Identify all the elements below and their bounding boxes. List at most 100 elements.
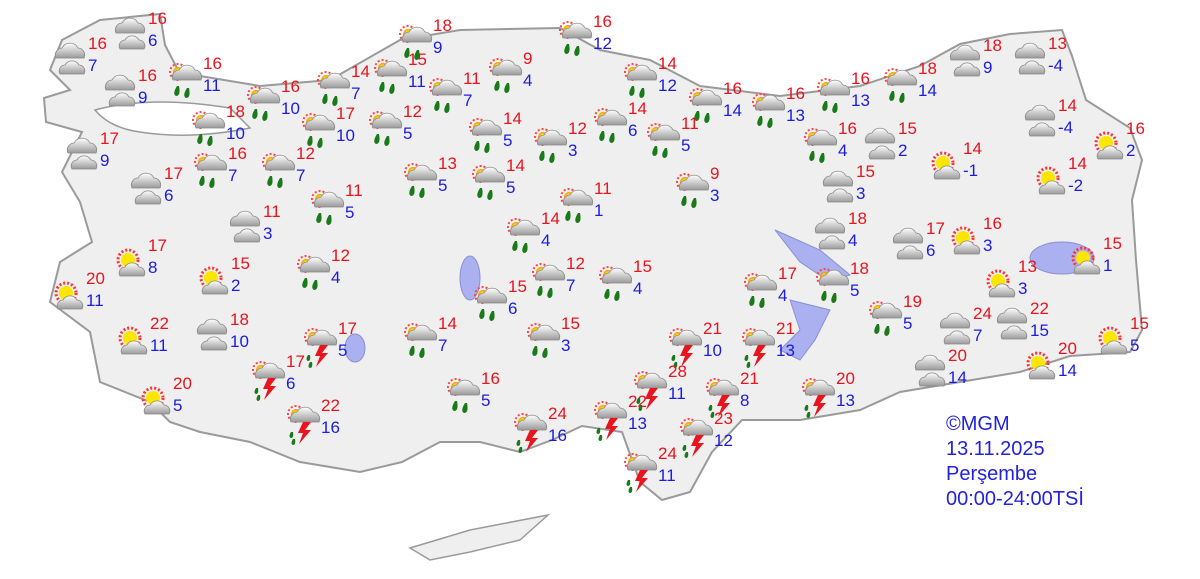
weather-station: 14 -1 — [925, 139, 995, 189]
max-temp: 11 — [594, 179, 612, 198]
max-temp: 16 — [481, 369, 500, 388]
weather-station: 18 14 — [880, 59, 950, 109]
max-temp: 17 — [338, 319, 357, 338]
min-temp: 5 — [345, 203, 355, 222]
max-temp: 14 — [1058, 96, 1077, 115]
max-temp: 28 — [668, 362, 687, 381]
min-temp: 3 — [561, 336, 571, 355]
max-temp: 24 — [973, 304, 992, 323]
weather-station: 15 6 — [470, 277, 540, 327]
max-temp: 15 — [898, 119, 917, 138]
max-temp: 14 — [506, 156, 525, 175]
max-temp: 14 — [1068, 154, 1087, 173]
max-temp: 20 — [86, 269, 105, 288]
max-temp: 21 — [776, 319, 795, 338]
weather-station: 11 5 — [643, 114, 713, 164]
weather-station: 15 2 — [860, 119, 930, 169]
weather-station: 16 13 — [748, 84, 818, 134]
max-temp: 20 — [836, 369, 855, 388]
min-temp: 9 — [983, 58, 993, 77]
max-temp: 13 — [1048, 34, 1067, 53]
max-temp: 11 — [345, 181, 363, 200]
min-temp: 9 — [433, 38, 443, 57]
weather-station: 16 9 — [100, 66, 170, 116]
min-temp: 14 — [1058, 361, 1077, 380]
max-temp: 18 — [850, 259, 869, 278]
min-temp: 2 — [231, 276, 241, 295]
weather-station: 21 8 — [702, 369, 772, 419]
weather-station: 17 6 — [126, 164, 196, 214]
min-temp: 7 — [228, 166, 238, 185]
weather-station: 16 3 — [945, 214, 1015, 264]
min-temp: 7 — [296, 166, 306, 185]
min-temp: 12 — [714, 431, 733, 450]
cyprus — [408, 513, 551, 561]
min-temp: 1 — [594, 201, 604, 220]
max-temp: 16 — [786, 84, 805, 103]
weather-station: 16 7 — [50, 34, 120, 84]
weather-station: 16 12 — [555, 12, 625, 62]
max-temp: 17 — [336, 104, 355, 123]
min-temp: 14 — [918, 81, 937, 100]
max-temp: 15 — [231, 254, 250, 273]
weather-station: 18 10 — [192, 310, 262, 360]
max-temp: 14 — [438, 314, 457, 333]
weather-station: 14 7 — [400, 314, 470, 364]
weather-station: 11 7 — [425, 69, 495, 119]
min-temp: 16 — [548, 426, 567, 445]
max-temp: 18 — [983, 36, 1002, 55]
weather-station: 15 3 — [818, 162, 888, 212]
weather-station: 13 3 — [980, 257, 1050, 307]
min-temp: 6 — [508, 299, 518, 318]
max-temp: 17 — [778, 264, 797, 283]
min-temp: 4 — [523, 71, 533, 90]
weather-station: 24 11 — [620, 444, 690, 494]
min-temp: 13 — [628, 414, 647, 433]
min-temp: -4 — [1058, 118, 1074, 137]
weather-station: 17 9 — [62, 129, 132, 179]
weather-station: 22 15 — [992, 299, 1062, 349]
max-temp: 21 — [703, 319, 722, 338]
max-temp: 12 — [566, 254, 585, 273]
weather-station: 16 11 — [165, 54, 235, 104]
max-temp: 14 — [963, 139, 982, 158]
max-temp: 16 — [851, 69, 870, 88]
weather-station: 17 6 — [248, 352, 318, 402]
max-temp: 11 — [263, 202, 281, 221]
min-temp: 4 — [838, 141, 848, 160]
min-temp: 6 — [286, 374, 296, 393]
max-temp: 16 — [983, 214, 1002, 233]
min-temp: 6 — [164, 186, 174, 205]
weather-station: 14 6 — [590, 99, 660, 149]
max-temp: 15 — [856, 162, 875, 181]
max-temp: 22 — [1030, 299, 1049, 318]
min-temp: 3 — [856, 184, 866, 203]
min-temp: 4 — [778, 286, 788, 305]
weather-station: 16 10 — [243, 77, 313, 127]
max-temp: 18 — [433, 16, 452, 35]
min-temp: 14 — [723, 101, 742, 120]
max-temp: 15 — [508, 277, 527, 296]
max-temp: 11 — [681, 114, 699, 133]
max-temp: 16 — [228, 144, 247, 163]
forecast-period: 00:00-24:00TSİ — [946, 488, 1084, 510]
ataturk-dam — [779, 299, 831, 361]
min-temp: 12 — [593, 34, 612, 53]
weather-station: 18 9 — [945, 36, 1015, 86]
min-temp: 13 — [776, 341, 795, 360]
max-temp: 15 — [1103, 234, 1122, 253]
max-temp: 16 — [88, 34, 107, 53]
max-temp: 9 — [710, 164, 720, 183]
weather-station: 17 5 — [300, 319, 370, 369]
weather-station: 17 4 — [740, 264, 810, 314]
weather-station: 16 6 — [110, 9, 180, 59]
min-temp: 10 — [336, 126, 355, 145]
min-temp: 4 — [541, 231, 551, 250]
weather-station: 14 -2 — [1030, 154, 1100, 204]
weather-station: 20 13 — [798, 369, 868, 419]
max-temp: 15 — [1130, 314, 1149, 333]
max-temp: 14 — [628, 99, 647, 118]
weather-station: 18 5 — [812, 259, 882, 309]
